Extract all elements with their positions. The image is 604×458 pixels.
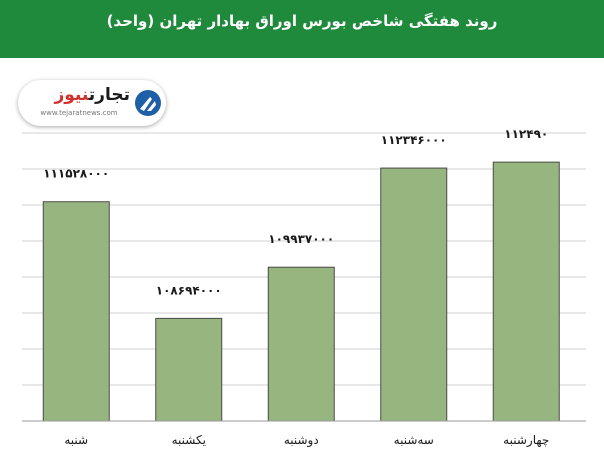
chart-title: روند هفتگی شاخص بورس اوراق بهادار تهران … xyxy=(106,12,498,30)
category-label-tuesday: سه‌شنبه xyxy=(394,433,434,447)
value-label-saturday: ۱۱۱۵۲۸۰۰۰ xyxy=(43,167,109,181)
logo-url: www.tejaratnews.com xyxy=(40,109,118,117)
chart-header: روند هفتگی شاخص بورس اوراق بهادار تهران … xyxy=(0,0,604,58)
value-label-sunday: ۱۰۸۶۹۴۰۰۰ xyxy=(156,283,222,297)
category-label-saturday: شنبه xyxy=(64,433,88,447)
category-label-sunday: یکشنبه xyxy=(172,433,206,447)
bar-monday xyxy=(267,266,335,422)
category-label-monday: دوشنبه xyxy=(284,433,319,448)
category-label-wednesday: چهارشنبه xyxy=(503,433,549,448)
value-label-monday: ۱۰۹۹۳۷۰۰۰ xyxy=(268,232,334,246)
logo-word-news: نیوز xyxy=(54,85,89,105)
bar-saturday xyxy=(42,201,110,422)
tejaratnews-logo: تجارتنیوز www.tejaratnews.com xyxy=(18,80,166,126)
bar-sunday xyxy=(155,317,223,422)
logo-word-tejarat: تجارت xyxy=(88,85,130,105)
bar-wednesday xyxy=(492,161,560,422)
value-label-wednesday: ۱۱۲۴۹۰ xyxy=(504,127,548,141)
tejaratnews-logo-icon xyxy=(135,90,161,116)
value-label-tuesday: ۱۱۲۳۴۶۰۰۰ xyxy=(381,133,447,147)
logo-wordmark: تجارتنیوز xyxy=(28,85,130,105)
bar-tuesday xyxy=(380,167,448,422)
